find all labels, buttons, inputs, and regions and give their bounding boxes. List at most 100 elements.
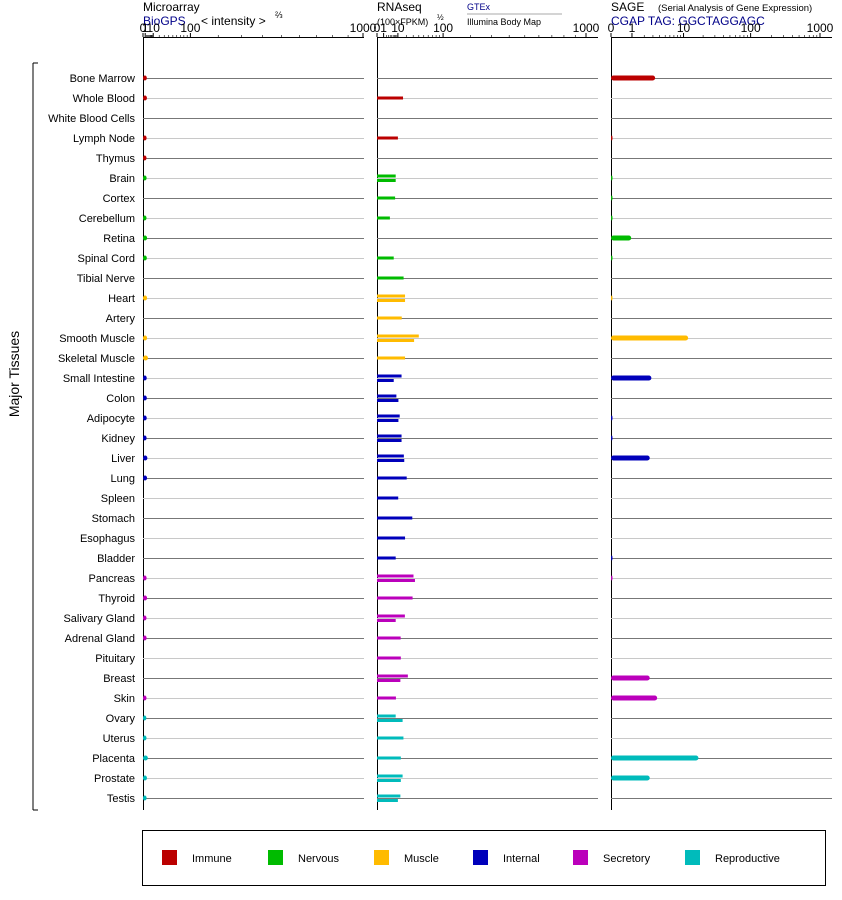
rnaseq-illumina-bar bbox=[377, 619, 396, 622]
microarray-bar bbox=[143, 615, 147, 621]
legend-swatch bbox=[573, 850, 588, 865]
rnaseq-source-illumina: Illumina Body Map bbox=[467, 17, 541, 27]
rnaseq-gtex-bar bbox=[377, 96, 404, 100]
rnaseq-gtex-bar bbox=[377, 414, 400, 418]
rnaseq-tick-label: 1000 bbox=[573, 21, 600, 35]
microarray-bar bbox=[143, 75, 147, 81]
rnaseq-gtex-bar bbox=[377, 216, 390, 220]
rnaseq-tick-label: 10 bbox=[391, 21, 405, 35]
rnaseq-illumina-bar bbox=[377, 579, 415, 582]
microarray-bar bbox=[143, 235, 148, 241]
legend-label: Muscle bbox=[404, 853, 439, 865]
legend-label: Nervous bbox=[298, 853, 339, 865]
sage-bar bbox=[611, 175, 613, 181]
rnaseq-illumina-bar bbox=[377, 459, 405, 462]
legend-swatch bbox=[268, 850, 283, 865]
tissue-label: Heart bbox=[108, 293, 135, 305]
sage-bar bbox=[611, 195, 613, 201]
rnaseq-gtex-bar bbox=[377, 394, 397, 398]
legend-label: Reproductive bbox=[715, 853, 780, 865]
rnaseq-gtex-bar bbox=[377, 496, 399, 500]
sage-bar bbox=[611, 455, 650, 461]
tissue-label: Bone Marrow bbox=[70, 73, 135, 85]
rnaseq-title: RNAseq bbox=[377, 0, 422, 14]
microarray-tick-label: 1 bbox=[142, 21, 149, 35]
microarray-bar bbox=[143, 475, 148, 481]
sage-bar bbox=[611, 675, 650, 681]
sage-bar bbox=[611, 555, 613, 561]
rnaseq-illumina-bar bbox=[377, 299, 406, 302]
tissue-label: Salivary Gland bbox=[63, 613, 135, 625]
sage-bar bbox=[611, 235, 632, 241]
tissue-label: Stomach bbox=[92, 513, 135, 525]
microarray-axis-exponent: ⅔ bbox=[275, 10, 283, 20]
tissue-label: Pancreas bbox=[89, 573, 136, 585]
tissue-label: Testis bbox=[107, 793, 136, 805]
rnaseq-tick-label: 100 bbox=[433, 21, 453, 35]
sage-header: SAGE (Serial Analysis of Gene Expression… bbox=[611, 0, 812, 28]
rnaseq-source-gtex: GTEx bbox=[467, 2, 491, 12]
microarray-bar bbox=[143, 255, 147, 261]
legend-box bbox=[142, 830, 826, 886]
rnaseq-gtex-bar bbox=[377, 174, 396, 178]
legend-swatch bbox=[162, 850, 177, 865]
rnaseq-tick-label: 1 bbox=[380, 21, 387, 35]
rnaseq-gtex-bar bbox=[377, 756, 401, 760]
microarray-bar bbox=[143, 355, 148, 361]
sage-bar bbox=[611, 295, 613, 301]
microarray-bar bbox=[143, 375, 147, 381]
microarray-bar bbox=[143, 215, 147, 221]
microarray-header: Microarray BioGPS < intensity > ⅔ bbox=[143, 0, 283, 28]
legend-swatch bbox=[685, 850, 700, 865]
tissue-label: Uterus bbox=[103, 733, 136, 745]
tissue-label: Whole Blood bbox=[73, 93, 135, 105]
rnaseq-illumina-bar bbox=[377, 439, 402, 442]
sage-bar bbox=[611, 255, 613, 261]
rnaseq-gtex-bar bbox=[377, 674, 408, 678]
sage-cgap-tag: CGAP TAG: GGCTAGGAGC bbox=[611, 14, 765, 28]
rnaseq-gtex-bar bbox=[377, 714, 396, 718]
rnaseq-gtex-bar bbox=[377, 736, 404, 740]
legend-label: Secretory bbox=[603, 853, 651, 865]
rnaseq-illumina-bar bbox=[377, 399, 399, 402]
microarray-bar bbox=[143, 135, 147, 141]
rnaseq-gtex-bar bbox=[377, 294, 406, 298]
sage-axis: 0 1 10 100 1000 bbox=[608, 21, 834, 810]
tissue-label: Smooth Muscle bbox=[59, 333, 135, 345]
tissue-label: Placenta bbox=[92, 753, 136, 765]
microarray-bar bbox=[143, 755, 148, 761]
tissue-label: Artery bbox=[106, 313, 136, 325]
legend-items: Immune Nervous Muscle Internal Secretory Repr… bbox=[162, 850, 780, 865]
tissue-label: Breast bbox=[103, 673, 135, 685]
rnaseq-gtex-bar bbox=[377, 536, 406, 540]
rnaseq-illumina-bar bbox=[377, 719, 403, 722]
rnaseq-gtex-bar bbox=[377, 256, 394, 260]
rnaseq-gtex-bar bbox=[377, 316, 402, 320]
sage-bar bbox=[611, 575, 613, 581]
rnaseq-gtex-bar bbox=[377, 656, 401, 660]
rnaseq-illumina-bar bbox=[377, 379, 394, 382]
legend-item: Muscle bbox=[374, 850, 439, 865]
legend-swatch bbox=[473, 850, 488, 865]
microarray-bar bbox=[143, 635, 147, 641]
rnaseq-axis-exponent: ½ bbox=[437, 13, 444, 22]
rnaseq-axis: 0 1 10 100 1000 bbox=[374, 21, 600, 810]
rnaseq-illumina-bar bbox=[377, 179, 396, 182]
legend-item: Nervous bbox=[268, 850, 339, 865]
sage-bar bbox=[611, 335, 689, 341]
sage-bar bbox=[611, 755, 699, 761]
tissue-label: White Blood Cells bbox=[48, 113, 135, 125]
tissue-label: Colon bbox=[106, 393, 135, 405]
tissue-label: Liver bbox=[111, 453, 135, 465]
sage-tick-label: 1 bbox=[629, 21, 636, 35]
rnaseq-gtex-bar bbox=[377, 334, 419, 338]
sage-bar bbox=[611, 135, 613, 141]
legend-item: Reproductive bbox=[685, 850, 780, 865]
microarray-bar bbox=[143, 595, 148, 601]
tissue-label: Lymph Node bbox=[73, 133, 135, 145]
rnaseq-gtex-bar bbox=[377, 556, 396, 560]
tissue-label: Tibial Nerve bbox=[77, 273, 135, 285]
microarray-tick-label: 100 bbox=[180, 21, 200, 35]
